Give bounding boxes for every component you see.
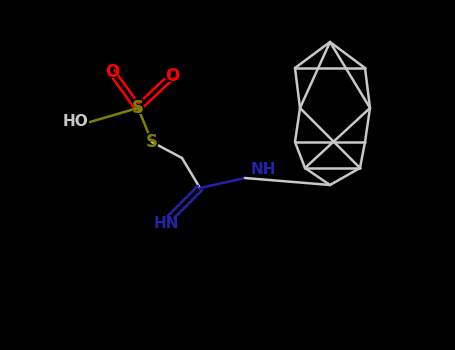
Text: HN: HN [150,215,182,233]
Text: O: O [105,63,119,81]
Text: S: S [131,98,146,118]
Text: HO: HO [62,114,88,130]
Text: S: S [146,133,158,151]
Text: NH: NH [251,161,283,180]
Text: S: S [132,99,144,117]
Text: HN: HN [153,217,179,231]
Text: O: O [103,62,121,82]
Text: S: S [145,132,160,152]
Text: NH: NH [251,162,277,177]
Text: O: O [165,67,179,85]
Text: O: O [163,66,181,86]
